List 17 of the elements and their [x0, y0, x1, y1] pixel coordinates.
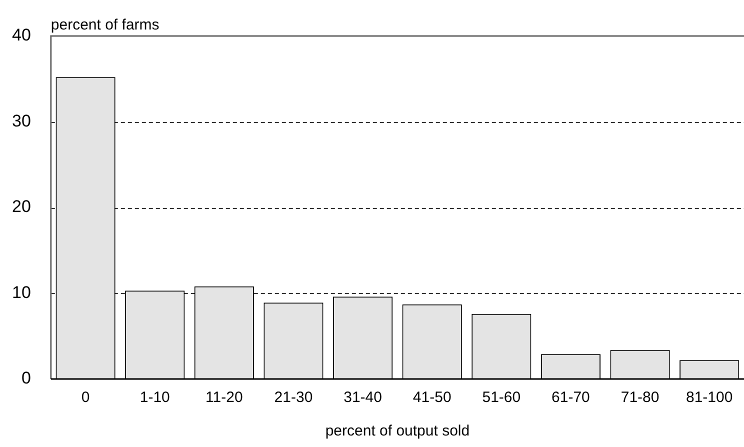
x-tick-label: 71-80 [620, 389, 660, 406]
x-tick-label: 31-40 [344, 389, 382, 406]
y-tick-label: 30 [12, 111, 31, 130]
y-tick-label: 40 [12, 26, 31, 45]
x-tick-label: 41-50 [412, 389, 452, 406]
y-tick-label: 20 [12, 197, 31, 216]
x-tick-label: 81-100 [686, 389, 733, 406]
y-tick-label: 10 [12, 282, 31, 302]
x-axis-title: percent of output sold [325, 422, 470, 440]
x-tick-label: 1-10 [140, 389, 170, 406]
x-tick-label: 61-70 [552, 389, 590, 406]
y-tick-label: 0 [21, 368, 31, 388]
y-axis-title: percent of farms [50, 16, 160, 34]
x-tick-label: 21-30 [274, 389, 313, 406]
x-tick-label: 11-20 [206, 389, 243, 406]
x-tick-label: 51-60 [482, 389, 521, 406]
x-tick-label: 0 [81, 389, 90, 406]
